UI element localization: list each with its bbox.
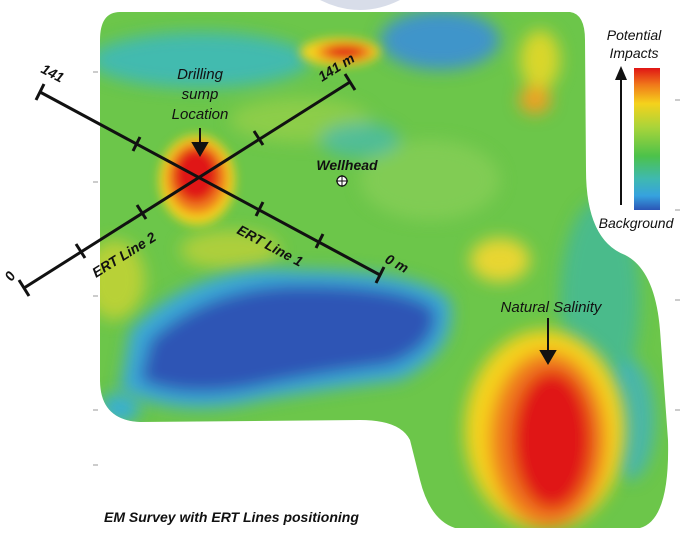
wellhead-label: Wellhead: [316, 157, 378, 173]
legend-color-ramp: [634, 68, 660, 210]
wellhead-marker: [336, 175, 348, 187]
natural-salinity-label: Natural Salinity: [501, 299, 603, 316]
drilling-label-2: sump: [182, 86, 219, 103]
annotation-arrows: [191, 128, 557, 365]
legend-arrowhead-icon: [615, 66, 627, 80]
legend-title-2: Impacts: [609, 45, 658, 61]
map-caption: EM Survey with ERT Lines positioning: [104, 509, 359, 525]
legend-bottom-label: Background: [599, 215, 675, 231]
drilling-label-3: Location: [172, 106, 229, 123]
line2-start-label: 0: [1, 268, 19, 283]
legend: Potential Impacts Background: [599, 27, 675, 231]
ert-line-2: [17, 73, 357, 297]
em-conductivity-surface: [100, 12, 669, 528]
decorative-arc: [320, 0, 400, 10]
ert-line-1: [34, 83, 386, 284]
line1-end-label: 141: [39, 61, 67, 86]
drilling-label-1: Drilling: [177, 66, 224, 83]
legend-title-1: Potential: [607, 27, 662, 43]
frame-ticks: [93, 71, 680, 466]
